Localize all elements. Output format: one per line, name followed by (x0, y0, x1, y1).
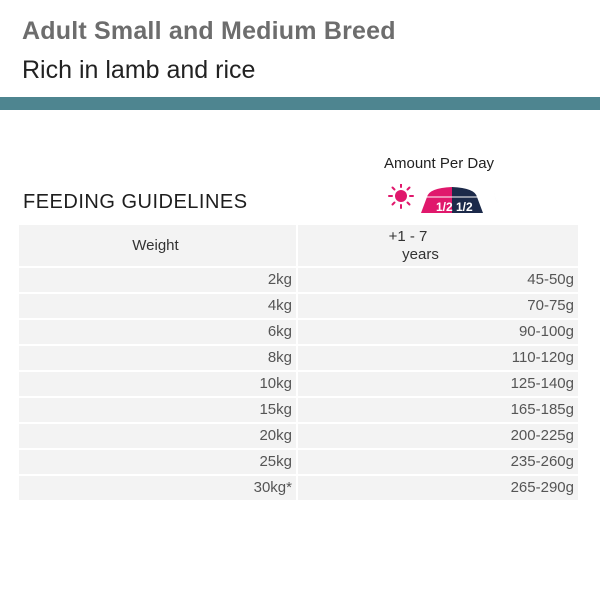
table-row: 8kg 110-120g (19, 346, 578, 370)
accent-divider (0, 97, 600, 110)
table-row: 15kg 165-185g (19, 398, 578, 422)
portion-icons: 1/2 1/2 (388, 183, 518, 214)
feeding-table: Weight +1 - 7 years 2kg 45-50g 4kg 70-75g … (19, 225, 578, 502)
table-row: 25kg 235-260g (19, 450, 578, 474)
header-weight: Weight (19, 225, 296, 266)
product-subtitle: Rich in lamb and rice (22, 56, 256, 84)
table-row: 30kg* 265-290g (19, 476, 578, 500)
table-row: 2kg 45-50g (19, 268, 578, 292)
product-title: Adult Small and Medium Breed (22, 17, 396, 45)
table-row: 20kg 200-225g (19, 424, 578, 448)
section-title: FEEDING GUIDELINES (23, 191, 248, 213)
moon-icon (494, 186, 510, 206)
food-bowl-icon: 1/2 1/2 (421, 187, 483, 214)
sun-icon (388, 183, 414, 209)
header-age: +1 - 7 years (298, 225, 578, 266)
table-row: 4kg 70-75g (19, 294, 578, 318)
svg-text:1/2: 1/2 (456, 200, 473, 214)
table-row: 10kg 125-140g (19, 372, 578, 396)
amount-per-day-label: Amount Per Day (384, 155, 495, 172)
svg-text:1/2: 1/2 (436, 200, 453, 214)
table-header-row: Weight +1 - 7 years (19, 225, 578, 266)
table-row: 6kg 90-100g (19, 320, 578, 344)
